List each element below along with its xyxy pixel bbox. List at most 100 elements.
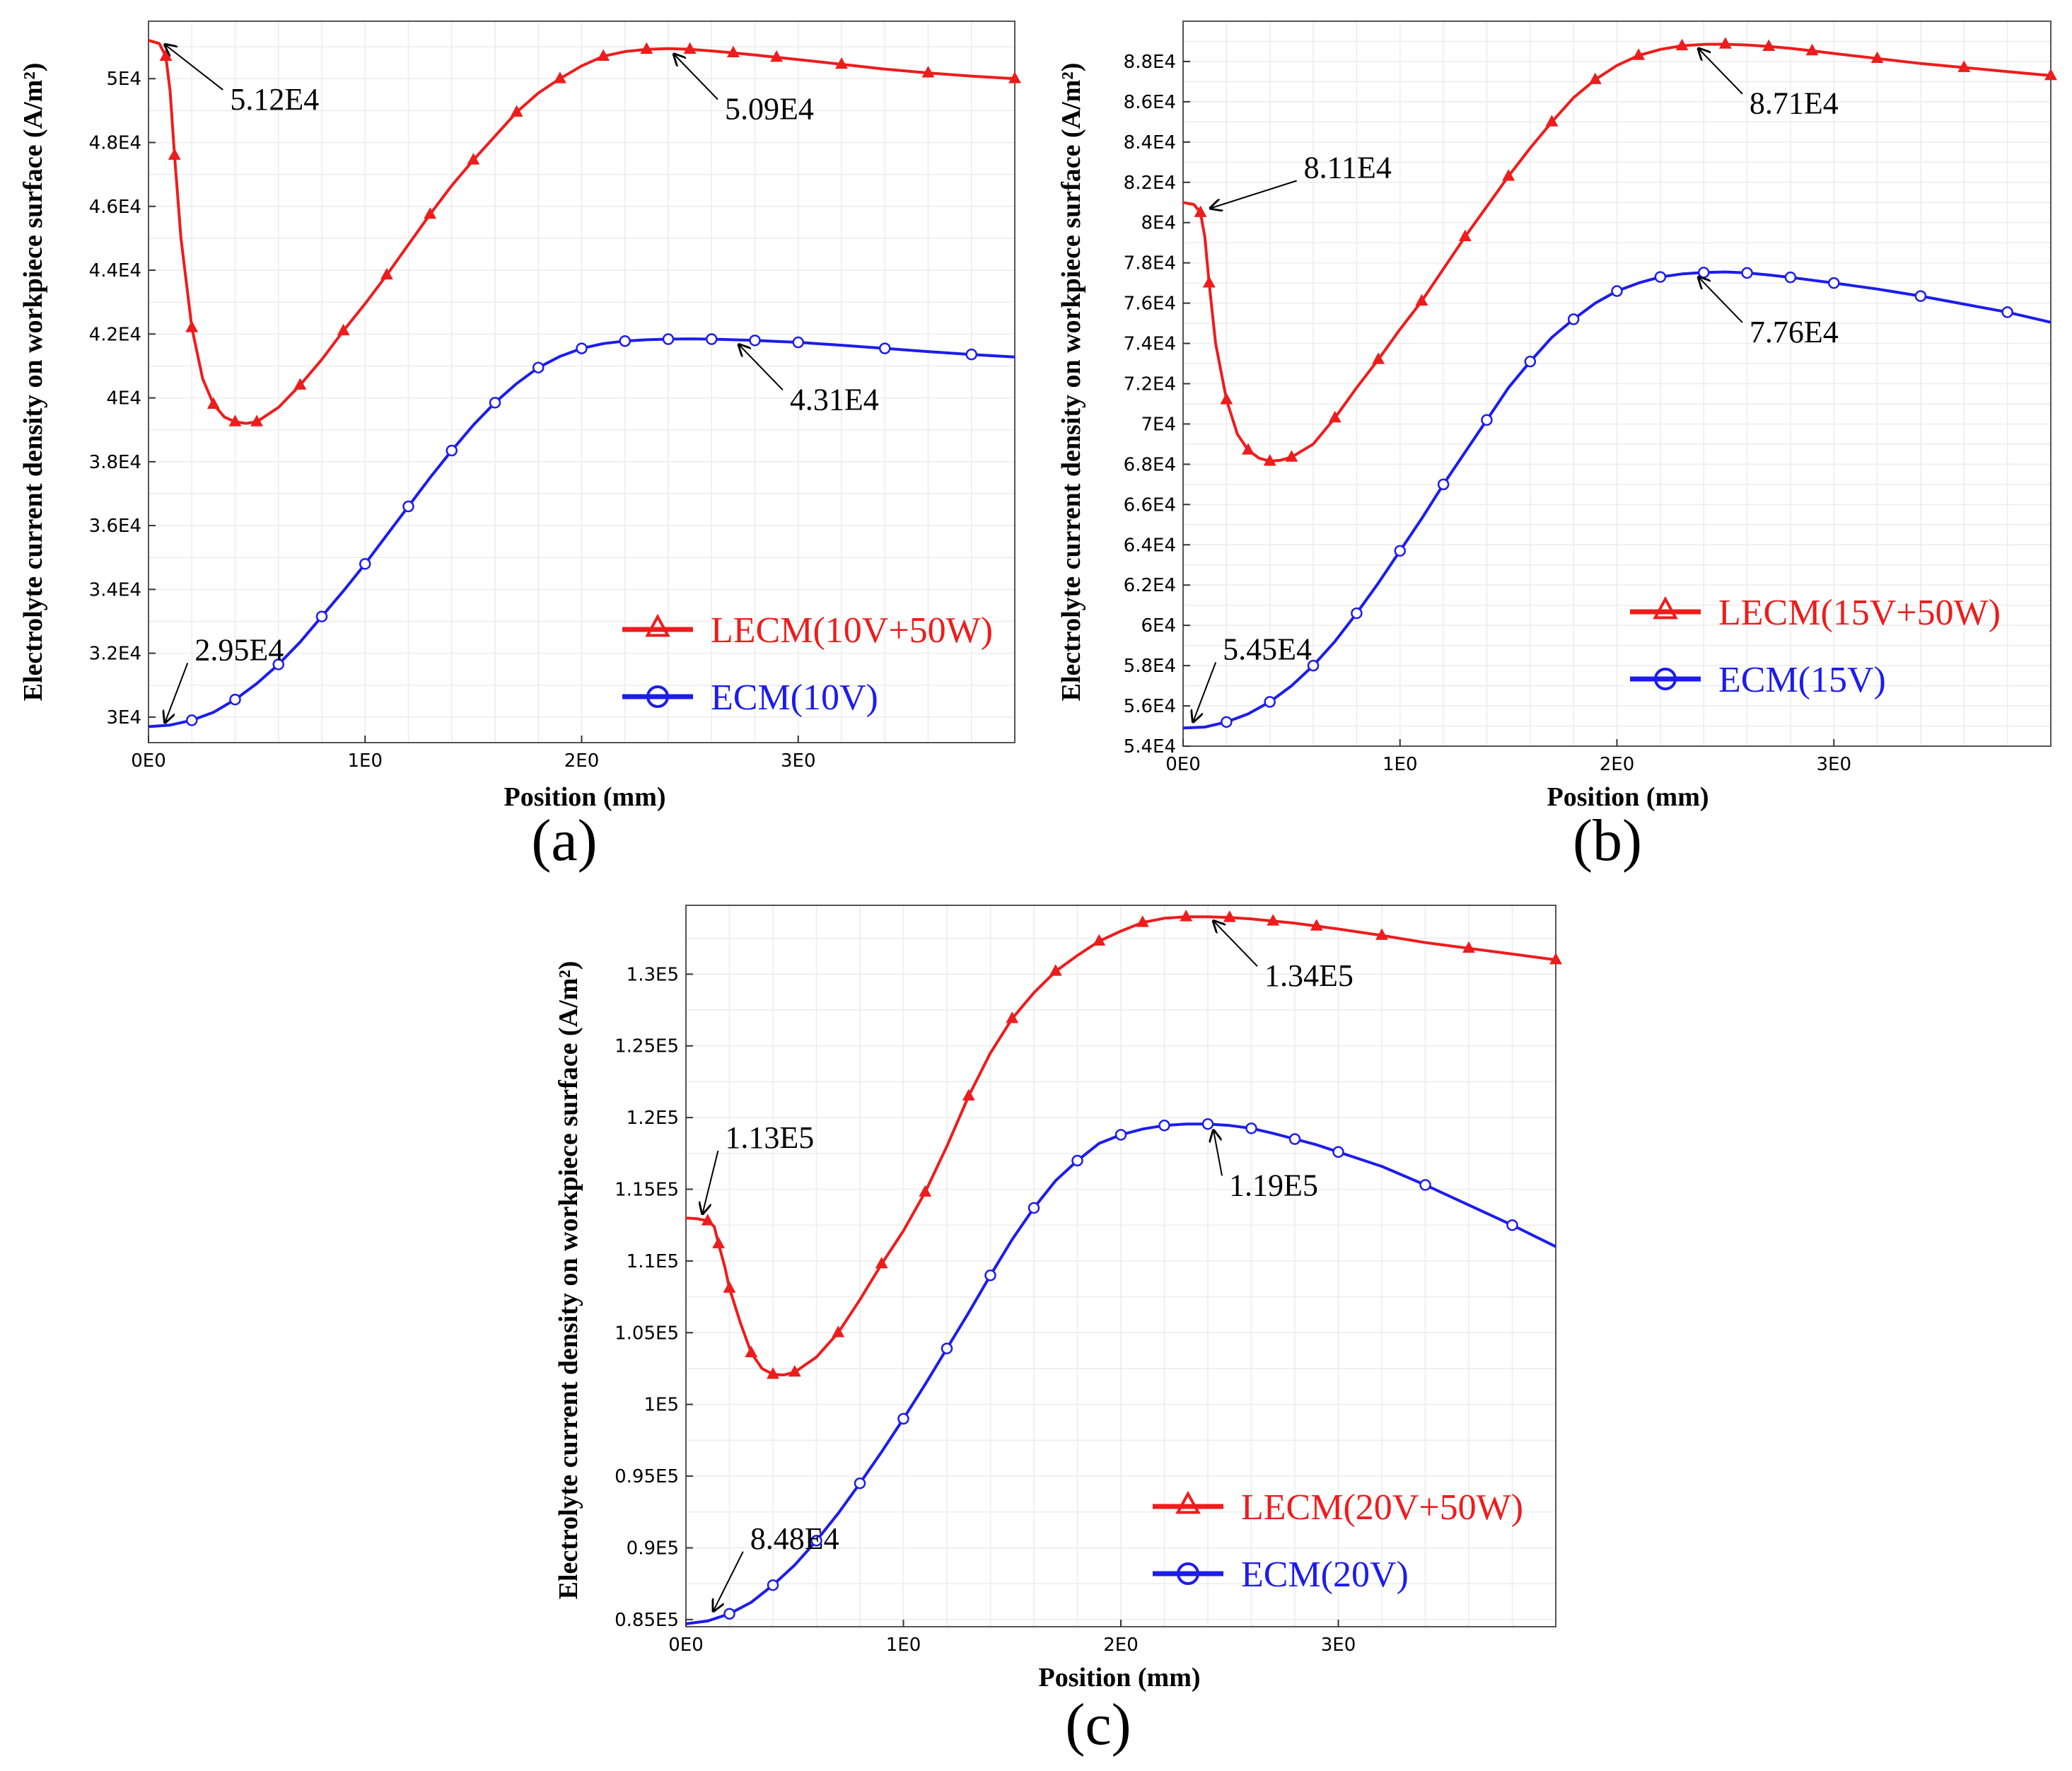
chart-c-series-lecm-marker (919, 1185, 932, 1197)
chart-b-ytick-label: 8.4E4 (1124, 132, 1176, 153)
chart-a-ytick-label: 3.6E4 (89, 516, 141, 537)
chart-panel-c: 0.85E5 0.9E5 0.95E5 1E5 1.05E5 1.1E5 1.15E5 1.2… (537, 895, 1570, 1771)
chart-a-series-ecm-marker (229, 693, 241, 706)
chart-c-series-ecm-marker (810, 1535, 822, 1547)
chart-b-ytick-label: 6.8E4 (1124, 454, 1176, 475)
chart-b-series-lecm-marker (1328, 410, 1341, 423)
chart-b-ytick-label: 7.2E4 (1124, 374, 1176, 395)
chart-a-xlabel: Position (mm) (504, 782, 666, 812)
chart-a-annotation-arrow (165, 45, 223, 91)
chart-a-series-ecm-marker (662, 333, 675, 345)
chart-c-annotation-arrow (1213, 921, 1258, 967)
chart-c-ytick-label: 1.25E5 (615, 1036, 679, 1057)
chart-b-series-lecm-marker (2044, 68, 2057, 81)
chart-b-ytick-label: 5.6E4 (1124, 696, 1176, 717)
chart-b-legend-lecm-marker (1653, 596, 1678, 620)
chart-b-annotation-arrow (1699, 49, 1743, 95)
chart-b-series-lecm-marker (1372, 352, 1385, 364)
chart-c-annotation-label: 1.34E5 (1264, 958, 1354, 993)
chart-b-ytick-label: 7.6E4 (1124, 294, 1176, 315)
chart-c-xtick-label: 1E0 (886, 1634, 921, 1656)
chart-a-ytick-label: 4.8E4 (89, 133, 141, 154)
chart-c-series-lecm-marker (1375, 928, 1388, 940)
chart-b-ytick-label: 5.8E4 (1124, 656, 1176, 677)
chart-c-series-lecm-marker (1006, 1011, 1019, 1023)
chart-c-series-lecm-marker (875, 1256, 888, 1269)
chart-a-annotation-label: 5.12E4 (230, 82, 319, 117)
chart-b-series-lecm-marker (1194, 205, 1207, 217)
chart-c-annotation-arrow (714, 1551, 744, 1611)
chart-a-svg: 3E4 3.2E4 3.4E4 3.6E4 3.8E4 4E4 4.2E4 4.4E4 4.6E… (89, 21, 1021, 772)
chart-a-series-lecm-marker (380, 267, 393, 280)
chart-a-annotation-label: 2.95E4 (194, 632, 284, 667)
chart-b-series-ecm-marker (1524, 355, 1537, 368)
chart-b-ytick-label: 7E4 (1141, 414, 1176, 435)
chart-b-series-ecm-marker (1481, 414, 1493, 426)
chart-a-series-ecm-marker (186, 714, 198, 726)
chart-b-annotation-label: 8.71E4 (1750, 86, 1839, 121)
chart-a-series-ecm-marker (402, 500, 414, 513)
chart-a-series-lecm-marker (293, 378, 307, 390)
chart-b-ytick-label: 6E4 (1141, 615, 1176, 637)
chart-b-series-ecm-marker (1394, 545, 1406, 557)
chart-a-series-lecm-marker (553, 71, 566, 83)
chart-a-series-lecm-marker (510, 105, 523, 117)
chart-b-series-lecm-marker (1263, 454, 1276, 466)
chart-a-series-ecm-marker (315, 610, 328, 622)
chart-c-series-lecm-marker (1223, 910, 1236, 922)
chart-a-series-lecm-marker (467, 153, 480, 165)
chart-b-series-ecm-marker (1611, 285, 1623, 297)
chart-b-ytick-label: 6.4E4 (1124, 535, 1176, 556)
chart-c-series-ecm-marker (897, 1412, 909, 1425)
chart-a-series-ecm-marker (749, 335, 761, 347)
chart-a-series-lecm-marker (206, 397, 220, 409)
chart-panel-b: 5.4E4 5.6E4 5.8E4 6E4 6.2E4 6.4E4 6.6E4 6.8E4 7E… (1036, 0, 2072, 891)
chart-b-annotation-label: 7.76E4 (1750, 315, 1839, 349)
chart-b-series-lecm-marker (1545, 115, 1559, 127)
chart-b-svg: 5.4E4 5.6E4 5.8E4 6E4 6.2E4 6.4E4 6.6E4 6.8E4 7E… (1124, 21, 2057, 775)
chart-a-legend-lecm-marker (645, 613, 670, 637)
chart-a-series-ecm-marker (576, 342, 588, 354)
chart-a-series-ecm-marker (792, 336, 804, 349)
chart-a-xtick-label: 3E0 (781, 750, 816, 772)
chart-panel-a: 3E4 3.2E4 3.4E4 3.6E4 3.8E4 4E4 4.2E4 4.4E4 4.6E… (0, 0, 1032, 891)
chart-a-series-lecm-marker (185, 320, 199, 332)
chart-b-series-lecm-marker (1957, 60, 1971, 72)
chart-c-series-lecm-marker (1462, 941, 1475, 953)
chart-a-ytick-label: 3E4 (106, 707, 141, 728)
chart-b-series-ecm-marker (1307, 659, 1320, 672)
chart-b-caption: (b) (1573, 808, 1642, 873)
chart-a-series-lecm-marker (1008, 71, 1021, 83)
chart-b-annotation-arrow (1193, 662, 1217, 722)
chart-b-legend-ecm-marker (1654, 668, 1677, 690)
chart-b-series-ecm-marker (1654, 271, 1667, 283)
chart-a-caption: (a) (531, 808, 598, 873)
chart-b-series-ecm-marker (1784, 271, 1797, 284)
chart-c-xtick-label: 3E0 (1321, 1634, 1356, 1656)
chart-c-series-lecm-marker (832, 1325, 845, 1337)
chart-a-series-lecm-marker (250, 414, 264, 426)
chart-b-series-lecm-marker (1458, 229, 1472, 242)
chart-c-legend-lecm-marker (1175, 1490, 1201, 1514)
chart-c-series-lecm-line (685, 915, 1556, 1377)
chart-b-xlabel: Position (mm) (1547, 782, 1709, 812)
chart-c-legend-ecm-marker (1177, 1562, 1199, 1585)
chart-a-series-ecm-marker (359, 558, 371, 570)
chart-a-series-lecm-marker (770, 50, 784, 62)
chart-c-series-lecm-marker (1136, 915, 1149, 927)
chart-a-series-lecm-marker (683, 42, 697, 54)
chart-c-ytick-label: 0.9E5 (627, 1538, 679, 1559)
chart-c-series-lecm-marker (712, 1236, 726, 1248)
chart-b-series-lecm-marker (1242, 443, 1255, 455)
chart-c-annotation-label: 1.13E5 (725, 1120, 814, 1155)
chart-b-ytick-label: 6.2E4 (1124, 575, 1176, 596)
chart-c-series-lecm-marker (1267, 914, 1280, 926)
chart-b-annotation-arrow (1211, 180, 1297, 208)
chart-a-ytick-label: 5E4 (106, 69, 141, 90)
chart-c-series-lecm-marker (767, 1367, 779, 1379)
chart-c-series-lecm-marker (1180, 910, 1193, 922)
chart-a-xtick-label: 0E0 (131, 750, 166, 772)
chart-c-series-ecm-marker (1114, 1129, 1127, 1141)
chart-c-series-lecm-marker (1549, 953, 1562, 965)
chart-b-xtick-label: 0E0 (1165, 754, 1201, 775)
